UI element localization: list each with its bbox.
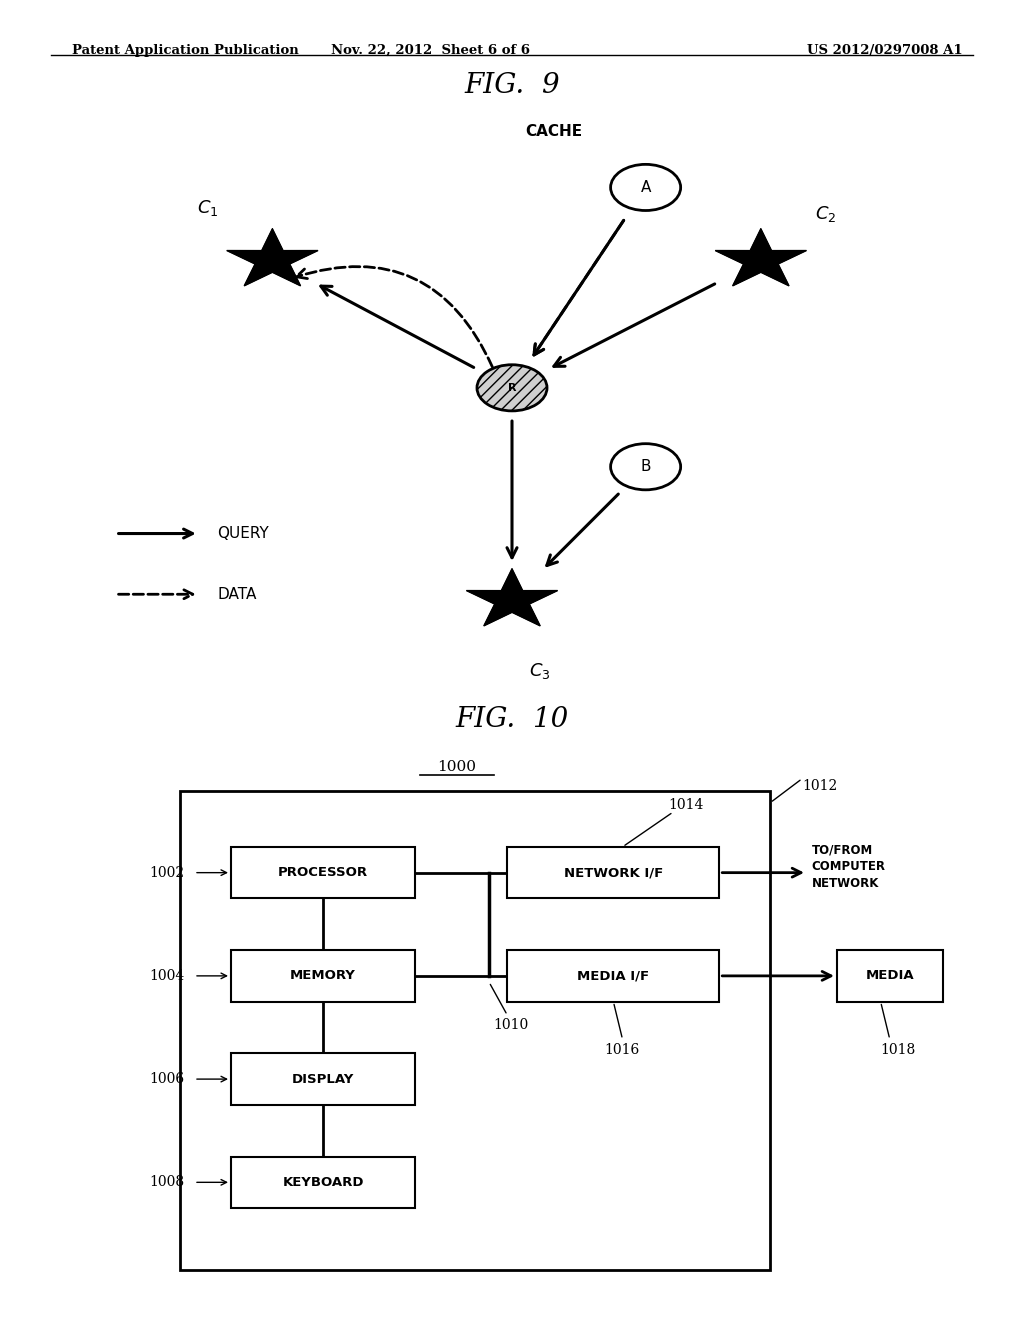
Text: PROCESSOR: PROCESSOR <box>278 866 369 879</box>
Bar <box>230 847 416 899</box>
Text: A: A <box>640 180 651 195</box>
Text: US 2012/0297008 A1: US 2012/0297008 A1 <box>807 44 963 57</box>
Text: DATA: DATA <box>217 587 256 602</box>
Text: TO/FROM
COMPUTER
NETWORK: TO/FROM COMPUTER NETWORK <box>811 843 886 890</box>
Bar <box>508 847 719 899</box>
Text: 1010: 1010 <box>494 1019 528 1032</box>
Polygon shape <box>226 228 318 286</box>
Circle shape <box>610 165 681 210</box>
Text: 1002: 1002 <box>150 866 184 879</box>
Text: Nov. 22, 2012  Sheet 6 of 6: Nov. 22, 2012 Sheet 6 of 6 <box>331 44 529 57</box>
Text: $C_1$: $C_1$ <box>198 198 218 218</box>
Bar <box>230 950 416 1002</box>
Text: $C_2$: $C_2$ <box>815 203 836 224</box>
Text: KEYBOARD: KEYBOARD <box>283 1176 364 1189</box>
Text: DISPLAY: DISPLAY <box>292 1073 354 1085</box>
Text: FIG.  10: FIG. 10 <box>456 706 568 733</box>
Polygon shape <box>715 228 807 286</box>
Text: B: B <box>640 459 651 474</box>
Bar <box>837 950 943 1002</box>
Text: 1006: 1006 <box>150 1072 184 1086</box>
Text: MEDIA: MEDIA <box>865 969 914 982</box>
Text: MEDIA I/F: MEDIA I/F <box>578 969 649 982</box>
Text: 1012: 1012 <box>803 779 838 792</box>
Text: R: R <box>508 383 516 393</box>
Bar <box>230 1156 416 1208</box>
Text: Patent Application Publication: Patent Application Publication <box>72 44 298 57</box>
Text: 1008: 1008 <box>150 1175 184 1189</box>
Text: $C_3$: $C_3$ <box>528 661 551 681</box>
Circle shape <box>610 444 681 490</box>
Text: MEMORY: MEMORY <box>290 969 356 982</box>
Bar <box>230 1053 416 1105</box>
Circle shape <box>477 364 547 411</box>
Bar <box>180 791 770 1270</box>
Text: CACHE: CACHE <box>525 124 582 139</box>
Text: NETWORK I/F: NETWORK I/F <box>564 866 663 879</box>
Polygon shape <box>466 569 558 626</box>
Text: 1014: 1014 <box>669 797 705 812</box>
Bar <box>508 950 719 1002</box>
Text: FIG.  9: FIG. 9 <box>464 73 560 99</box>
Text: 1004: 1004 <box>150 969 184 983</box>
Text: 1000: 1000 <box>437 760 476 775</box>
Text: 1018: 1018 <box>881 1043 915 1057</box>
Text: QUERY: QUERY <box>217 527 269 541</box>
Text: 1016: 1016 <box>604 1043 639 1057</box>
